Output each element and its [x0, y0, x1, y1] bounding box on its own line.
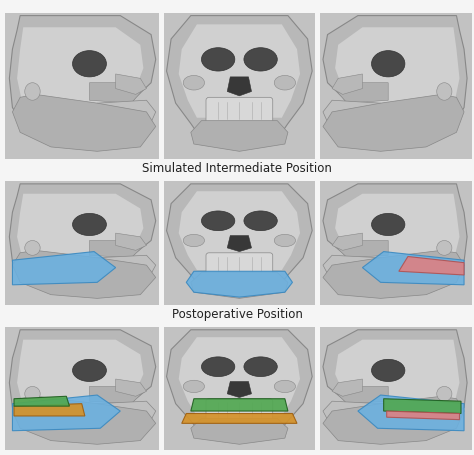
Polygon shape — [17, 28, 143, 127]
Polygon shape — [323, 330, 467, 432]
Polygon shape — [116, 379, 146, 396]
Ellipse shape — [25, 84, 40, 101]
Polygon shape — [387, 411, 459, 420]
Polygon shape — [323, 396, 464, 444]
Ellipse shape — [201, 49, 235, 72]
Ellipse shape — [274, 380, 295, 393]
Ellipse shape — [244, 49, 277, 72]
Polygon shape — [90, 241, 140, 258]
Polygon shape — [90, 401, 155, 426]
Ellipse shape — [437, 387, 452, 401]
Polygon shape — [9, 184, 155, 287]
Ellipse shape — [437, 84, 452, 101]
Ellipse shape — [73, 359, 106, 382]
Polygon shape — [338, 84, 388, 104]
Polygon shape — [323, 251, 464, 298]
Polygon shape — [191, 399, 288, 411]
Polygon shape — [191, 419, 288, 444]
Polygon shape — [166, 184, 312, 283]
Polygon shape — [12, 396, 155, 444]
Polygon shape — [335, 28, 459, 127]
Polygon shape — [12, 95, 155, 152]
Polygon shape — [227, 236, 252, 252]
FancyBboxPatch shape — [206, 399, 273, 421]
Polygon shape — [17, 194, 143, 278]
Polygon shape — [166, 330, 312, 428]
Polygon shape — [332, 379, 363, 396]
Ellipse shape — [244, 212, 277, 231]
Polygon shape — [179, 192, 300, 270]
Polygon shape — [227, 78, 252, 96]
Polygon shape — [9, 16, 155, 137]
Polygon shape — [90, 256, 155, 280]
Polygon shape — [323, 16, 467, 137]
Ellipse shape — [183, 380, 204, 393]
Polygon shape — [335, 340, 459, 424]
Ellipse shape — [244, 357, 277, 377]
Text: Postoperative Position: Postoperative Position — [172, 307, 302, 320]
Polygon shape — [182, 414, 297, 424]
Ellipse shape — [274, 235, 295, 247]
Polygon shape — [335, 194, 459, 278]
Polygon shape — [186, 272, 292, 298]
Polygon shape — [166, 16, 312, 133]
Ellipse shape — [437, 241, 452, 256]
Polygon shape — [323, 101, 388, 130]
Polygon shape — [332, 75, 363, 95]
Polygon shape — [323, 401, 388, 426]
Polygon shape — [227, 382, 252, 398]
Polygon shape — [179, 25, 300, 118]
Polygon shape — [323, 256, 388, 280]
FancyBboxPatch shape — [206, 253, 273, 275]
Polygon shape — [338, 241, 388, 258]
Ellipse shape — [274, 76, 295, 91]
Polygon shape — [116, 233, 146, 251]
Polygon shape — [12, 252, 116, 285]
Polygon shape — [90, 84, 140, 104]
Polygon shape — [399, 257, 464, 275]
Polygon shape — [179, 338, 300, 416]
Ellipse shape — [372, 359, 405, 382]
Text: Simulated Intermediate Position: Simulated Intermediate Position — [142, 162, 332, 175]
Polygon shape — [14, 396, 69, 406]
Polygon shape — [90, 101, 155, 130]
Polygon shape — [17, 340, 143, 424]
Polygon shape — [323, 95, 464, 152]
Polygon shape — [338, 387, 388, 404]
Polygon shape — [332, 233, 363, 251]
Ellipse shape — [25, 241, 40, 256]
Ellipse shape — [183, 76, 204, 91]
Ellipse shape — [372, 51, 405, 78]
Polygon shape — [90, 387, 140, 404]
Ellipse shape — [372, 214, 405, 236]
FancyBboxPatch shape — [206, 98, 273, 124]
Ellipse shape — [201, 212, 235, 231]
Polygon shape — [14, 404, 85, 416]
Polygon shape — [116, 75, 146, 95]
Polygon shape — [358, 395, 464, 431]
Ellipse shape — [73, 51, 106, 78]
Polygon shape — [191, 121, 288, 152]
Ellipse shape — [201, 357, 235, 377]
Polygon shape — [9, 330, 155, 432]
Ellipse shape — [73, 214, 106, 236]
Polygon shape — [191, 273, 288, 298]
Polygon shape — [383, 399, 461, 414]
Polygon shape — [363, 252, 464, 285]
Ellipse shape — [25, 387, 40, 401]
Ellipse shape — [183, 235, 204, 247]
Polygon shape — [12, 251, 155, 298]
Polygon shape — [12, 395, 120, 431]
Polygon shape — [323, 184, 467, 287]
